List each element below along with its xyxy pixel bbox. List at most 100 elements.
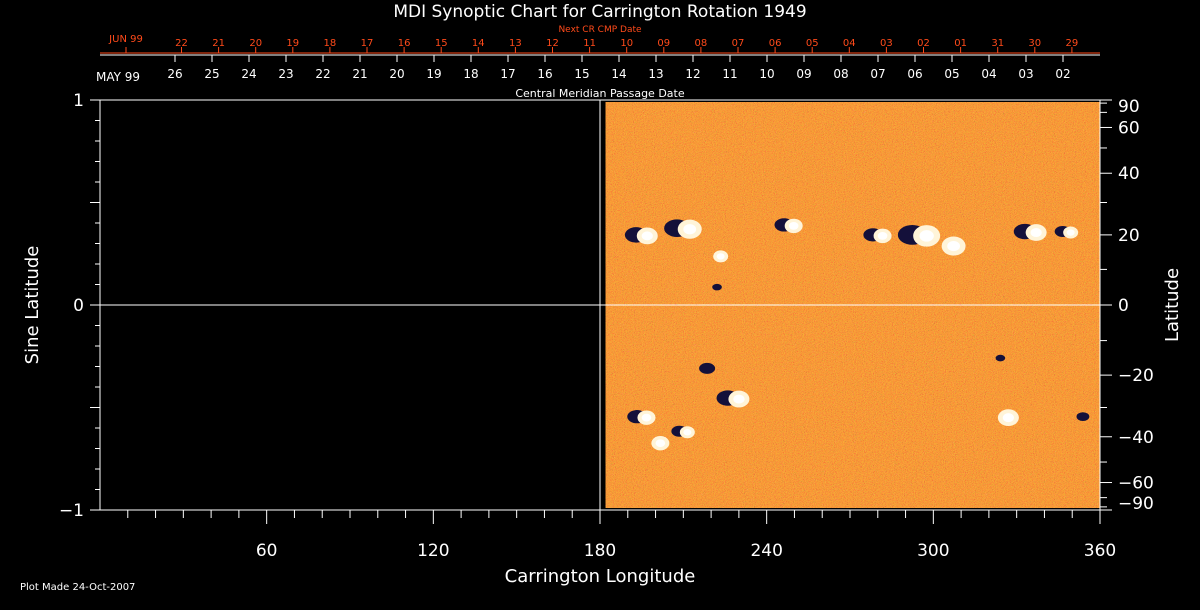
top-date-label: 01 — [954, 38, 967, 49]
cmp-date-label: 23 — [278, 67, 293, 81]
region-core — [1002, 413, 1014, 423]
y-tick-label: 1 — [73, 91, 84, 111]
y2-axis-label: Latitude — [1162, 268, 1183, 342]
cmp-date-label: 09 — [796, 67, 811, 81]
cmp-date-label: 20 — [389, 67, 404, 81]
region-negative — [712, 283, 722, 291]
region-core — [919, 230, 934, 242]
top-date-label: 17 — [361, 38, 374, 49]
cmp-date-label: 15 — [574, 67, 589, 81]
footer-note: Plot Made 24-Oct-2007 — [20, 582, 135, 593]
top-date-label: 29 — [1066, 38, 1079, 49]
top-date-label: 04 — [843, 38, 856, 49]
cmp-date-label: 11 — [722, 67, 737, 81]
y2-tick-label: −60 — [1118, 474, 1154, 494]
top-date-label: 02 — [917, 38, 930, 49]
y2-tick-label: 20 — [1118, 226, 1140, 246]
y2-tick-label: 60 — [1118, 118, 1140, 138]
region-core — [716, 253, 725, 260]
top-date-label: 20 — [249, 38, 262, 49]
region-core — [683, 429, 692, 436]
cmp-date-label: 07 — [870, 67, 885, 81]
cmp-date-label: 25 — [204, 67, 219, 81]
top-date-label: 09 — [657, 38, 670, 49]
top-date-label: 21 — [212, 38, 225, 49]
cmp-date-label: 17 — [500, 67, 515, 81]
y-tick-label: 0 — [73, 296, 84, 316]
top-date-label: 22 — [175, 38, 188, 49]
cmp-date-label: 21 — [352, 67, 367, 81]
region-core — [641, 413, 652, 422]
cmp-date-label: 10 — [759, 67, 774, 81]
cmp-date-label: 24 — [241, 67, 256, 81]
top-date-label: 14 — [472, 38, 485, 49]
top-date-label: 07 — [732, 38, 745, 49]
cmp-date-label: 08 — [833, 67, 848, 81]
y2-tick-label: 0 — [1118, 296, 1129, 316]
top-date-label: 08 — [695, 38, 708, 49]
top-date-label: 11 — [583, 38, 596, 49]
top-date-label: 12 — [546, 38, 559, 49]
top-date-label: 18 — [324, 38, 337, 49]
region-core — [1066, 229, 1075, 236]
cmp-date-label: 13 — [648, 67, 663, 81]
y2-tick-label: 90 — [1118, 97, 1140, 117]
region-core — [947, 240, 961, 252]
y2-tick-label: −90 — [1118, 494, 1154, 514]
cmp-date-label: 14 — [611, 67, 626, 81]
bottom-month-label: MAY 99 — [96, 70, 140, 84]
cmp-date-label: 19 — [426, 67, 441, 81]
y2-tick-label: 40 — [1118, 164, 1140, 184]
region-core — [655, 439, 666, 448]
region-core — [877, 232, 888, 240]
top-date-label: 13 — [509, 38, 522, 49]
y2-tick-label: −20 — [1118, 366, 1154, 386]
region-core — [733, 394, 745, 404]
top-date-label: 19 — [286, 38, 299, 49]
x-tick-label: 300 — [917, 541, 949, 561]
region-negative — [995, 354, 1006, 362]
x-tick-label: 360 — [1084, 541, 1116, 561]
region-negative — [1076, 412, 1090, 422]
cmp-date-label: 05 — [944, 67, 959, 81]
region-negative — [699, 362, 716, 374]
cmp-date-label: 06 — [907, 67, 922, 81]
plot-area — [99, 99, 1101, 511]
y2-tick-label: −40 — [1118, 428, 1154, 448]
cmp-date-label: 22 — [315, 67, 330, 81]
top-date-label: 03 — [880, 38, 893, 49]
top-date-label: 30 — [1028, 38, 1041, 49]
cmp-date-labels: 26 25 24 23 22 21 20 19 18 17 16 15 14 13 12 11 10 09 08 07… — [167, 55, 1071, 81]
region-core — [641, 231, 653, 241]
x-tick-label: 180 — [584, 541, 616, 561]
x-tick-label: 60 — [256, 541, 278, 561]
region-core — [788, 222, 799, 230]
next-cr-label: Next CR CMP Date — [558, 25, 642, 35]
region-core — [1030, 228, 1042, 238]
x-axis: 60 120 180 240 300 360 — [127, 510, 1116, 561]
cmp-date-label: 04 — [981, 67, 996, 81]
top-date-label: 15 — [435, 38, 448, 49]
top-date-label: 16 — [398, 38, 411, 49]
cmp-date-label: 26 — [167, 67, 182, 81]
top-date-label: 31 — [991, 38, 1004, 49]
active-regions — [624, 218, 1090, 451]
y-axis: −1 0 1 — [59, 91, 100, 521]
cmp-date-label: 03 — [1018, 67, 1033, 81]
cmp-date-label: 16 — [537, 67, 552, 81]
top-date-label: 06 — [769, 38, 782, 49]
x-tick-label: 240 — [750, 541, 782, 561]
cmp-date-label: 18 — [463, 67, 478, 81]
cmp-date-label: 12 — [685, 67, 700, 81]
region-core — [683, 224, 697, 235]
top-month-label: JUN 99 — [108, 34, 143, 45]
y-tick-label: −1 — [59, 501, 84, 521]
top-date-labels: 22 21 20 19 18 17 16 15 14 13 12 11 10 09 08 07 06 05 04 03… — [125, 38, 1079, 53]
cmp-label: Central Meridian Passage Date — [515, 87, 684, 100]
cmp-date-label: 02 — [1055, 67, 1070, 81]
x-axis-label: Carrington Longitude — [505, 566, 696, 587]
y-axis-label: Sine Latitude — [22, 246, 43, 365]
top-date-label: 05 — [806, 38, 819, 49]
